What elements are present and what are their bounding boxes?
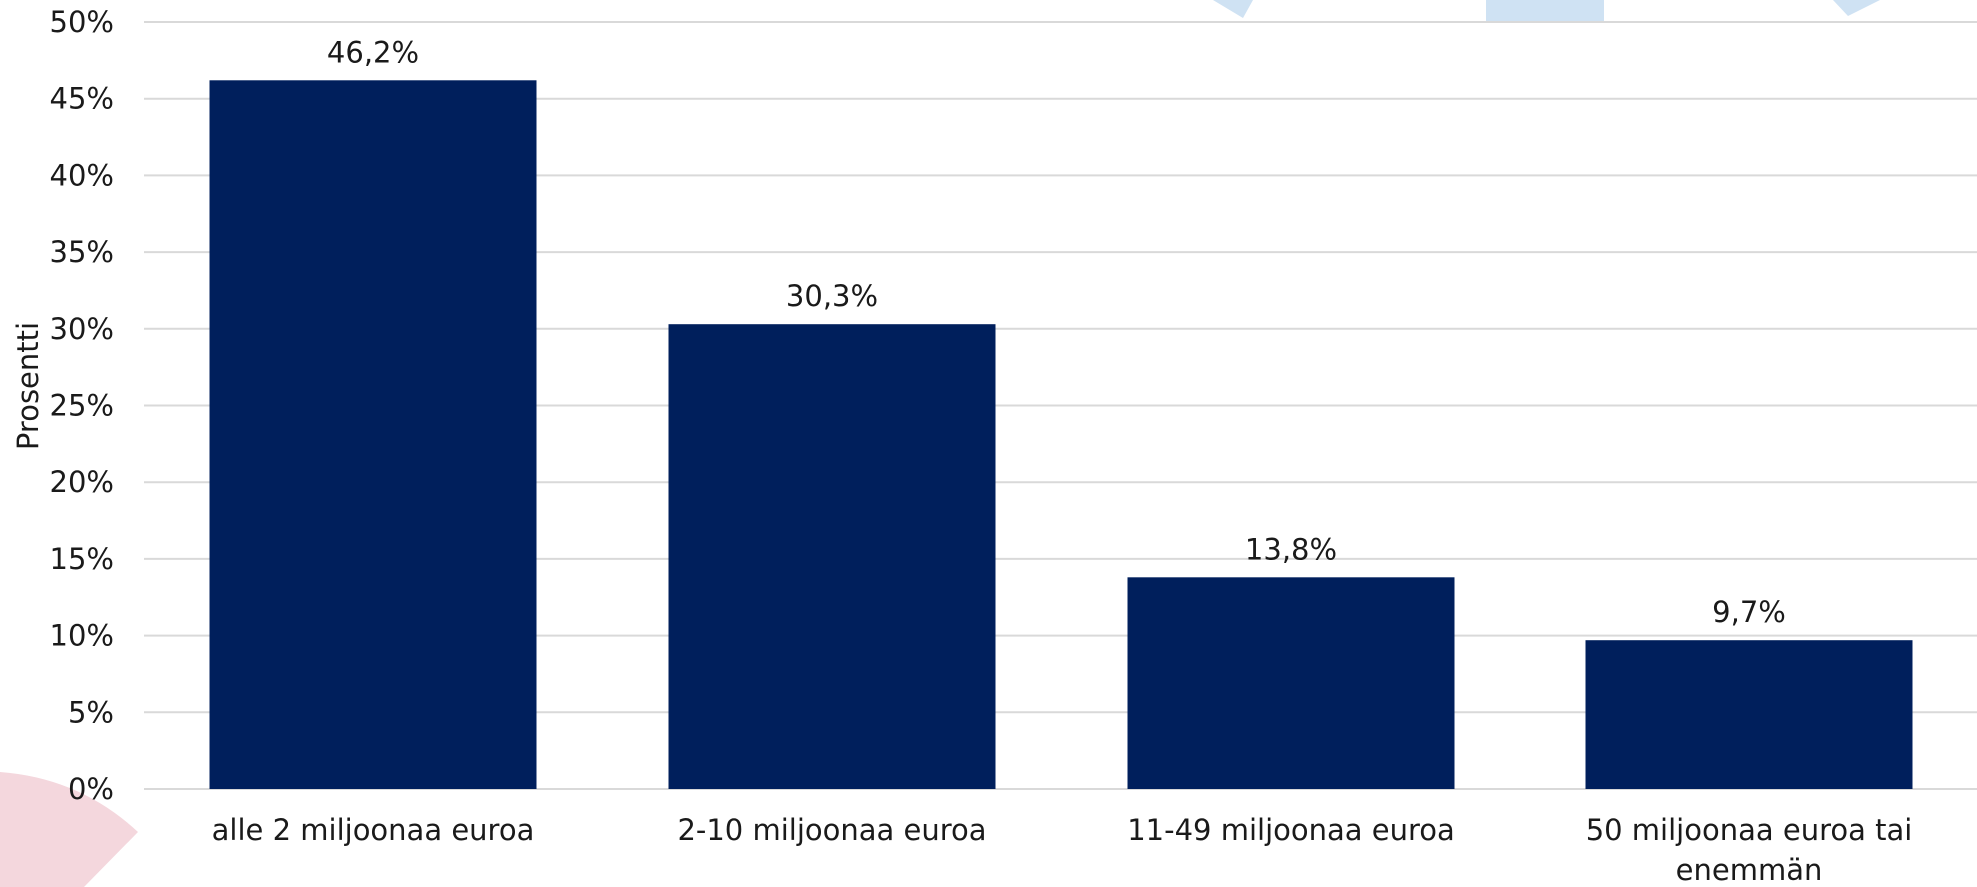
decor-light-blue-shape-1 bbox=[1213, 0, 1253, 18]
data-label: 13,8% bbox=[1245, 532, 1337, 566]
x-tick-label: 2-10 miljoonaa euroa bbox=[677, 813, 986, 847]
data-label: 9,7% bbox=[1712, 595, 1786, 629]
y-axis-title: Prosentti bbox=[11, 322, 45, 450]
y-tick-label: 45% bbox=[50, 82, 114, 116]
data-labels: 46,2% 30,3% 13,8% 9,7% bbox=[327, 35, 1786, 629]
y-tick-label: 5% bbox=[68, 695, 114, 729]
decor-light-blue-shape-2 bbox=[1486, 0, 1604, 23]
data-label: 46,2% bbox=[327, 35, 419, 69]
bar bbox=[668, 324, 996, 789]
y-tick-label: 30% bbox=[50, 312, 114, 346]
y-tick-label: 40% bbox=[50, 158, 114, 192]
x-tick-label: enemmän bbox=[1676, 853, 1823, 887]
decor-light-blue-shape-3 bbox=[1833, 0, 1880, 16]
y-tick-label: 50% bbox=[50, 5, 114, 39]
y-tick-label: 35% bbox=[50, 235, 114, 269]
bar bbox=[1585, 640, 1913, 789]
y-tick-label: 20% bbox=[50, 465, 114, 499]
x-tick-label: 11-49 miljoonaa euroa bbox=[1127, 813, 1455, 847]
y-tick-label: 10% bbox=[50, 619, 114, 653]
background-decoration bbox=[0, 0, 1880, 887]
y-tick-labels: 0% 5% 10% 15% 20% 25% 30% 35% 40% 45% 50% bbox=[50, 5, 114, 806]
decor-pink-shape bbox=[0, 772, 138, 887]
bar bbox=[1127, 577, 1455, 789]
x-tick-label: 50 miljoonaa euroa tai bbox=[1586, 813, 1913, 847]
y-tick-label: 15% bbox=[50, 542, 114, 576]
bar bbox=[209, 80, 537, 790]
category-labels: alle 2 miljoonaa euroa 2-10 miljoonaa eur… bbox=[212, 813, 1913, 887]
bars bbox=[209, 80, 1913, 790]
data-label: 30,3% bbox=[786, 279, 878, 313]
y-tick-label: 25% bbox=[50, 389, 114, 423]
x-tick-label: alle 2 miljoonaa euroa bbox=[212, 813, 535, 847]
y-tick-label: 0% bbox=[68, 772, 114, 806]
